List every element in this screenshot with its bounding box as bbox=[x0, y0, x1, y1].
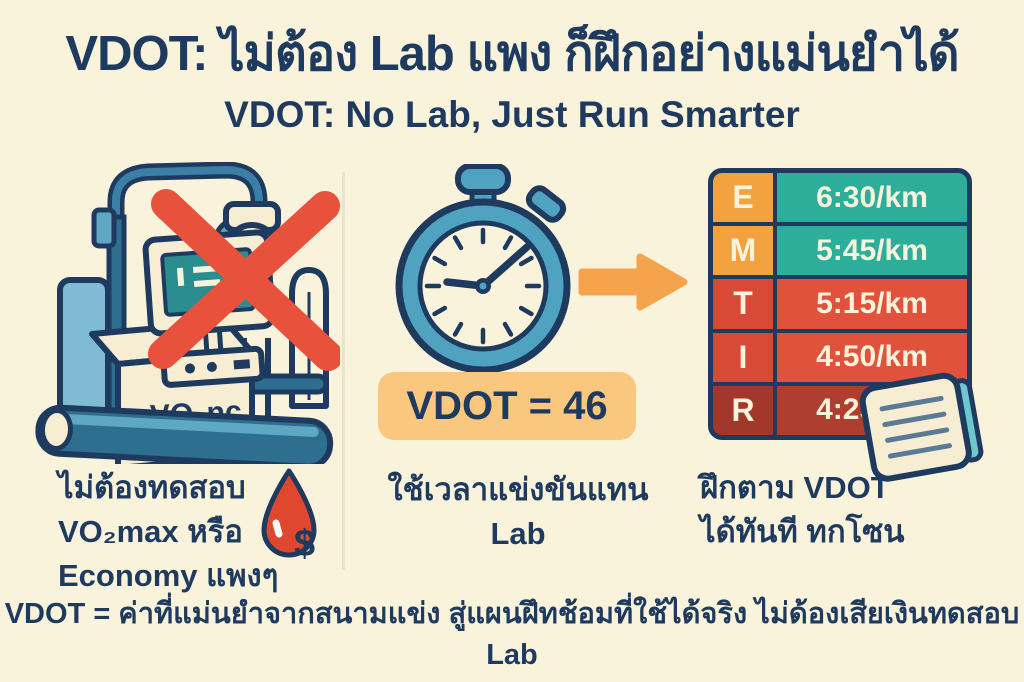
zone-label: R bbox=[713, 385, 773, 435]
pace-value: 6:30/km bbox=[777, 173, 967, 223]
dollar-sign: $ bbox=[294, 523, 315, 565]
caption-left-line: VO₂max หรือ bbox=[58, 514, 243, 549]
caption-right-line: ฝึกตาม VDOT bbox=[700, 470, 890, 505]
caption-left: ไม่ต้องทดสอบ VO₂max หรือ Economy แพงๆ bbox=[58, 466, 328, 598]
footer-summary: VDOT = ค่าที่แม่นยำจากสนามแข่ง สู่แผนฝึท… bbox=[0, 594, 1024, 676]
pace-value: 5:45/km bbox=[777, 226, 967, 276]
caption-middle: ใช้เวลาแข่งขันแทน Lab bbox=[368, 468, 668, 556]
caption-middle-line: Lab bbox=[490, 516, 546, 551]
footer-line-1: VDOT = ค่าที่แม่นยำจากสนามแข่ง สู่แผนฝึท… bbox=[4, 598, 1020, 630]
pace-value: 5:15/km bbox=[777, 279, 967, 329]
caption-left-line: Economy แพงๆ bbox=[58, 558, 279, 593]
caption-middle-line: ใช้เวลาแข่งขันแทน bbox=[387, 472, 649, 507]
pace-value: 4:50/km bbox=[777, 332, 967, 382]
treadmill-lab-icon: VO₂nc bbox=[35, 161, 343, 471]
footer-line-2: Lab bbox=[486, 639, 538, 671]
page-title: VDOT: ไม่ต้อง Lab แพง ก็ฝึกอย่างแม่นยำได… bbox=[65, 27, 959, 81]
caption-right-line: ได้ทันที ทกโซน bbox=[700, 514, 905, 549]
stopwatch-icon bbox=[395, 163, 571, 374]
arrow-right-icon bbox=[578, 252, 690, 312]
note-paper-icon bbox=[854, 366, 992, 490]
caption-left-line: ไม่ต้องทดสอบ bbox=[58, 470, 246, 505]
zone-label: T bbox=[713, 279, 773, 329]
vo2max-test-illustration: VO₂nc bbox=[30, 161, 343, 471]
zone-label: I bbox=[713, 332, 773, 382]
red-x-icon bbox=[148, 189, 343, 371]
caption-right: ฝึกตาม VDOT ได้ทันที ทกโซน bbox=[700, 466, 1000, 554]
stopwatch-illustration bbox=[378, 163, 588, 380]
vdot-value-badge: VDOT = 46 bbox=[378, 372, 636, 440]
zone-label: E bbox=[713, 173, 773, 223]
zone-label: M bbox=[713, 226, 773, 276]
pace-table: E 6:30/km M 5:45/km T 5:15/km I 4:50/km … bbox=[708, 168, 972, 440]
section-divider bbox=[342, 172, 345, 570]
page-subtitle: VDOT: No Lab, Just Run Smarter bbox=[224, 94, 800, 135]
blood-drop-dollar-icon: $ bbox=[256, 466, 324, 566]
